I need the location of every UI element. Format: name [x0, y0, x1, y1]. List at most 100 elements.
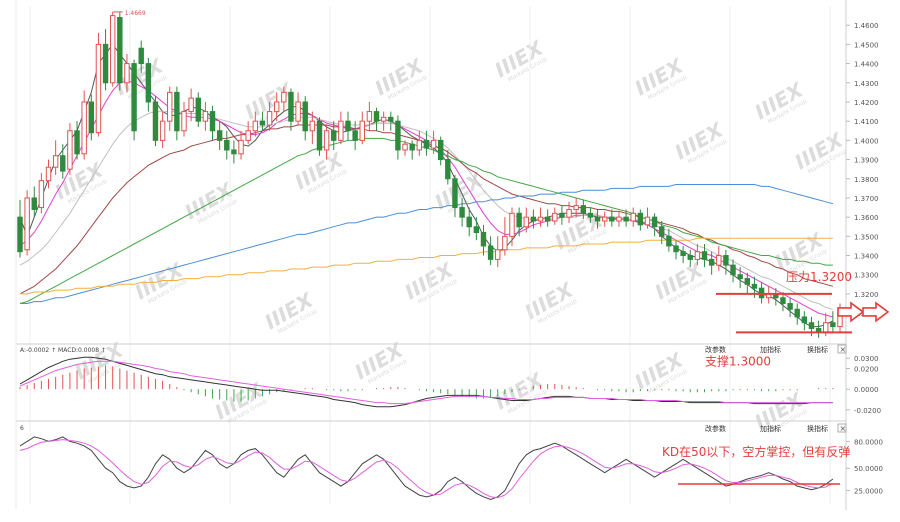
- candlestick[interactable]: [594, 209, 601, 229]
- edit-params-button[interactable]: 改参数: [705, 424, 726, 433]
- candlestick[interactable]: [74, 121, 80, 160]
- candlestick[interactable]: [573, 197, 579, 218]
- candlestick[interactable]: [188, 88, 194, 122]
- candlestick[interactable]: [480, 224, 487, 256]
- candlestick[interactable]: [523, 207, 529, 233]
- candlestick[interactable]: [473, 217, 480, 241]
- candlestick[interactable]: [601, 211, 608, 227]
- candlestick[interactable]: [338, 111, 344, 145]
- candlestick[interactable]: [651, 213, 658, 237]
- candlestick[interactable]: [245, 121, 251, 145]
- candlestick[interactable]: [124, 53, 130, 93]
- candlestick[interactable]: [552, 207, 558, 225]
- kd-panel[interactable]: 6 改参数 加指标 换指标 ×: [19, 423, 847, 501]
- candlestick[interactable]: [416, 130, 423, 156]
- candlestick[interactable]: [252, 111, 259, 137]
- candlestick[interactable]: [17, 199, 23, 258]
- candlestick[interactable]: [630, 207, 636, 227]
- candlestick[interactable]: [302, 96, 308, 141]
- candlestick[interactable]: [273, 92, 280, 122]
- candlestick[interactable]: [38, 173, 45, 214]
- candlestick[interactable]: [445, 149, 451, 185]
- candlestick[interactable]: [174, 86, 180, 141]
- candlestick[interactable]: [537, 207, 544, 227]
- candlestick[interactable]: [231, 140, 237, 164]
- edit-params-button[interactable]: 改参数: [705, 345, 726, 354]
- candlestick[interactable]: [209, 105, 216, 141]
- candlestick[interactable]: [159, 111, 166, 149]
- candlestick[interactable]: [659, 220, 665, 245]
- close-button[interactable]: [837, 423, 847, 433]
- candlestick[interactable]: [259, 111, 266, 131]
- candlestick[interactable]: [309, 111, 316, 145]
- candlestick[interactable]: [352, 121, 358, 150]
- candlestick[interactable]: [830, 311, 836, 333]
- candlestick[interactable]: [345, 111, 351, 141]
- candlestick[interactable]: [580, 199, 587, 220]
- close-button[interactable]: [837, 344, 847, 354]
- candlestick[interactable]: [359, 111, 365, 145]
- candlestick[interactable]: [202, 101, 209, 131]
- candlestick[interactable]: [67, 123, 73, 175]
- candlestick[interactable]: [701, 244, 708, 268]
- candlestick[interactable]: [316, 117, 323, 156]
- candlestick[interactable]: [131, 59, 137, 141]
- candlestick[interactable]: [373, 107, 380, 131]
- candlestick[interactable]: [88, 94, 95, 141]
- candlestick[interactable]: [31, 186, 37, 218]
- candlestick[interactable]: [145, 57, 152, 112]
- candlestick[interactable]: [24, 190, 30, 256]
- candlestick[interactable]: [680, 245, 686, 264]
- candlestick[interactable]: [117, 11, 123, 91]
- candlestick[interactable]: [266, 101, 273, 131]
- candlestick[interactable]: [181, 101, 187, 137]
- candlestick[interactable]: [423, 130, 430, 156]
- candlestick[interactable]: [509, 207, 515, 246]
- candlestick[interactable]: [45, 159, 52, 189]
- candlestick[interactable]: [60, 144, 66, 179]
- candlestick[interactable]: [744, 272, 751, 294]
- candlestick[interactable]: [801, 311, 808, 331]
- price-panel[interactable]: 1.4669 1.2971: [17, 10, 843, 342]
- candlestick[interactable]: [716, 245, 722, 271]
- candlestick[interactable]: [723, 249, 729, 275]
- add-indicator-button[interactable]: 加指标: [760, 424, 781, 433]
- candlestick[interactable]: [616, 211, 622, 227]
- candlestick[interactable]: [331, 121, 337, 150]
- candlestick[interactable]: [666, 228, 672, 252]
- candlestick[interactable]: [787, 297, 793, 317]
- candlestick[interactable]: [609, 209, 615, 227]
- candlestick[interactable]: [815, 320, 822, 338]
- candlestick[interactable]: [794, 303, 800, 325]
- candlestick[interactable]: [288, 88, 294, 131]
- candlestick[interactable]: [495, 236, 501, 268]
- add-indicator-button[interactable]: 加指标: [760, 345, 781, 354]
- candlestick[interactable]: [544, 209, 551, 227]
- switch-indicator-button[interactable]: 换指标: [807, 345, 828, 354]
- candlestick[interactable]: [780, 292, 786, 312]
- candlestick[interactable]: [167, 86, 173, 131]
- candlestick[interactable]: [637, 209, 644, 231]
- candlestick[interactable]: [281, 86, 287, 112]
- switch-indicator-button[interactable]: 换指标: [807, 424, 828, 433]
- candlestick[interactable]: [409, 140, 415, 160]
- candlestick[interactable]: [516, 207, 522, 237]
- candlestick[interactable]: [138, 40, 144, 74]
- candlestick[interactable]: [380, 111, 387, 131]
- candlestick[interactable]: [238, 130, 244, 160]
- candlestick[interactable]: [388, 111, 394, 131]
- candlestick[interactable]: [102, 29, 109, 91]
- candlestick[interactable]: [452, 174, 458, 218]
- candlestick[interactable]: [195, 92, 201, 127]
- macd-panel[interactable]: A:-0.0002 ↑ MACD:0.0008 ↑ 改参数 加指标 换指标 ×: [19, 344, 847, 408]
- candlestick[interactable]: [295, 92, 301, 126]
- candlestick[interactable]: [730, 259, 736, 283]
- candlestick[interactable]: [395, 115, 401, 160]
- candlestick[interactable]: [430, 130, 437, 154]
- candlestick[interactable]: [152, 96, 159, 147]
- candlestick[interactable]: [737, 267, 743, 289]
- candlestick[interactable]: [109, 11, 116, 87]
- candlestick[interactable]: [323, 125, 330, 160]
- candlestick[interactable]: [81, 90, 87, 160]
- candlestick[interactable]: [673, 240, 679, 260]
